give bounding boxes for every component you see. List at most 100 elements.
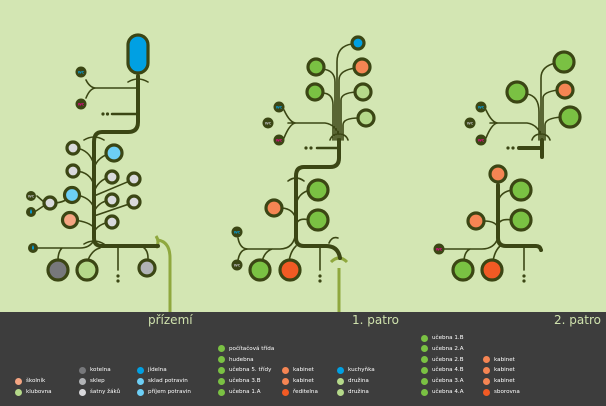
node-sklad-potravin[interactable] [104, 143, 124, 163]
branches [237, 189, 321, 271]
node-kabinet[interactable] [488, 164, 508, 184]
node-kabinet[interactable] [352, 57, 372, 77]
legend-label: sklep [90, 378, 105, 385]
wc-node[interactable] [273, 134, 285, 146]
node-jidelna[interactable] [126, 33, 150, 75]
legend-label: družina [348, 389, 369, 395]
legend-swatch [483, 377, 490, 385]
node-satny-zaku[interactable] [65, 140, 81, 156]
legend-swatch [137, 377, 144, 385]
node-satny-zaku[interactable] [126, 194, 142, 210]
legend-label: ředitelna [293, 389, 318, 395]
legend-label: učebna 4.B [432, 367, 464, 374]
legend-label: kabinet [494, 367, 515, 374]
branches [35, 147, 149, 271]
node-classroom[interactable] [509, 208, 533, 232]
wc-node[interactable] [26, 191, 36, 201]
ellipsis-dot [506, 146, 510, 150]
node-classroom[interactable] [248, 258, 272, 282]
legend-swatch [421, 366, 428, 374]
node-classroom[interactable] [306, 208, 330, 232]
wc-node[interactable] [231, 226, 243, 238]
wc-node[interactable] [433, 243, 445, 255]
ellipsis-dot [511, 146, 515, 150]
legend-item: klubovna [15, 387, 52, 397]
svg-text:WC: WC [265, 121, 272, 125]
node-classroom[interactable] [305, 82, 325, 102]
legend-item: kabinet [282, 376, 314, 386]
node-satny-zaku[interactable] [42, 195, 58, 211]
legend-label: počítačová třída [229, 345, 275, 352]
node-classroom[interactable] [306, 57, 326, 77]
wc-node[interactable] [475, 134, 487, 146]
node-kabinet[interactable] [264, 198, 284, 218]
wc-node[interactable] [262, 117, 274, 129]
legend-item: kabinet [483, 355, 515, 365]
junction-arcs [287, 177, 339, 244]
node-kotelna[interactable] [46, 258, 70, 282]
node-classroom[interactable] [509, 178, 533, 202]
node-satny-zaku[interactable] [104, 169, 120, 185]
water-drop-icon [32, 245, 34, 250]
node-prijem-potravin[interactable] [62, 185, 82, 205]
node-classroom[interactable] [306, 178, 330, 202]
node-satny-zaku[interactable] [65, 163, 81, 179]
node-classroom[interactable] [552, 50, 576, 74]
legend-item: učebna 2.B [421, 355, 464, 365]
legend-swatch [79, 377, 86, 385]
wc-node[interactable] [75, 98, 87, 110]
legend-item: učebna 2.A [421, 344, 464, 354]
legend-item: kuchyňka [337, 365, 375, 375]
water-drop-icon [30, 209, 32, 214]
legend-swatch [421, 345, 428, 353]
node-sklep[interactable] [137, 258, 157, 278]
node-satny-zaku[interactable] [104, 214, 120, 230]
legend-label: šatny žáků [90, 389, 121, 395]
wc-node[interactable] [273, 101, 285, 113]
node-classroom[interactable] [558, 105, 582, 129]
node-druzina[interactable] [356, 108, 376, 128]
legend-item: učebna 4.B [421, 365, 464, 375]
legend-swatch [483, 356, 490, 364]
floor-label-second: 2. patro [554, 313, 601, 327]
node-skolnik[interactable] [60, 210, 80, 230]
svg-text:WC: WC [276, 105, 283, 109]
svg-text:WC: WC [234, 263, 241, 267]
node-sborovna[interactable] [480, 258, 504, 282]
legend-label: učebna 2.A [432, 345, 464, 352]
legend-item: sborovna [483, 387, 520, 397]
ground-floor-tree: WC WC WC [26, 33, 172, 312]
legend-swatch [282, 388, 289, 396]
wc-node[interactable] [475, 101, 487, 113]
connection-pipe [157, 238, 172, 312]
node-classroom[interactable] [505, 80, 529, 104]
node-satny-zaku[interactable] [126, 171, 142, 187]
node-classroom[interactable] [451, 258, 475, 282]
node-satny-zaku[interactable] [104, 192, 120, 208]
wc-node[interactable] [75, 66, 87, 78]
node-kuchynka[interactable] [350, 35, 366, 51]
ellipsis-dot [318, 274, 322, 278]
wc-node[interactable] [464, 117, 476, 129]
wc-branch [85, 79, 139, 99]
legend-label: jídelna [148, 367, 167, 374]
legend-item: učebna 3.A [421, 376, 464, 386]
legend-swatch [483, 388, 490, 396]
legend-item: počítačová třída [218, 344, 274, 354]
legend-label: kabinet [494, 356, 515, 363]
legend-item: učebna 5. třídy [218, 365, 271, 375]
node-druzina[interactable] [353, 82, 373, 102]
node-kabinet[interactable] [555, 80, 575, 100]
legend-swatch [337, 366, 344, 374]
floor-label-first: 1. patro [352, 313, 399, 327]
legend-item: příjem potravin [137, 387, 191, 397]
legend-item: kabinet [483, 376, 515, 386]
node-klubovna[interactable] [75, 258, 99, 282]
node-reditelna[interactable] [278, 258, 302, 282]
wc-node[interactable] [231, 259, 243, 271]
legend-label: učebna 4.A [432, 389, 464, 395]
legend-swatch [15, 377, 22, 385]
legend-label: hudebna [229, 356, 254, 363]
node-kabinet[interactable] [466, 211, 486, 231]
first-floor-tree: WC WC WC WC WC [231, 35, 376, 312]
